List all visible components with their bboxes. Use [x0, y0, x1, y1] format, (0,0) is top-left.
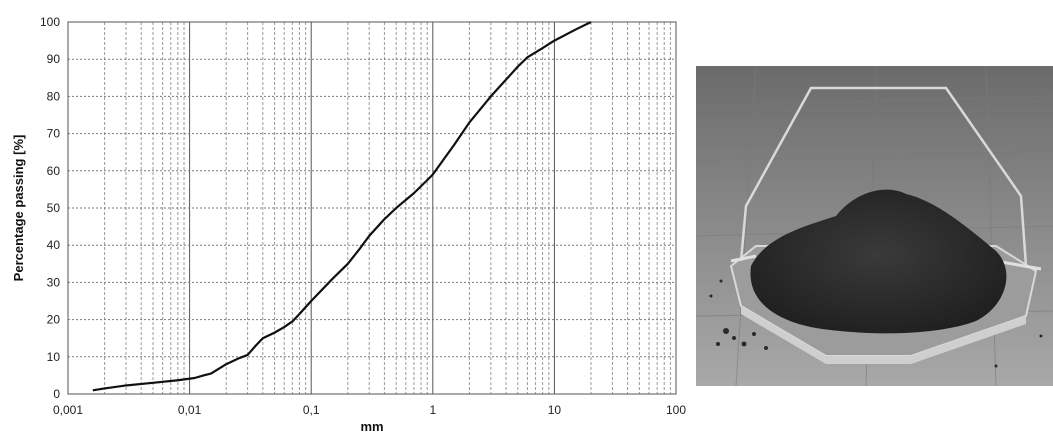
particle-size-chart: 0 10 20 30 40 50 60 70 80 90 100 0,001 0,01 0,1 1 10 100… — [11, 15, 686, 434]
x-axis-label: mm — [360, 419, 383, 434]
x-tick-label: 10 — [548, 403, 562, 417]
y-tick-label: 50 — [47, 201, 61, 215]
x-tick-label: 0,001 — [53, 403, 83, 417]
grading-curve-line — [92, 21, 592, 392]
tick-labels: 0 10 20 30 40 50 60 70 80 90 100 0,001 0,01 0,1 1 10 100 — [40, 15, 686, 417]
y-tick-label: 90 — [47, 52, 61, 66]
y-axis-label: Percentage passing [%] — [11, 135, 26, 282]
y-tick-label: 60 — [47, 164, 61, 178]
soil-sample-photo — [695, 65, 1053, 387]
x-tick-label: 0,1 — [303, 403, 320, 417]
x-tick-label: 1 — [429, 403, 436, 417]
y-tick-label: 100 — [40, 15, 60, 29]
y-tick-label: 10 — [47, 350, 61, 364]
y-tick-label: 20 — [47, 313, 61, 327]
plot-area-frame — [67, 21, 677, 395]
chart-grid — [67, 21, 677, 395]
x-tick-label: 100 — [666, 403, 686, 417]
x-tick-label: 0,01 — [178, 403, 202, 417]
y-tick-label: 40 — [47, 238, 61, 252]
y-tick-label: 30 — [47, 275, 61, 289]
y-tick-label: 0 — [53, 387, 60, 401]
y-tick-label: 70 — [47, 127, 61, 141]
y-tick-label: 80 — [47, 89, 61, 103]
soil-sample-photo-icon — [695, 65, 1053, 387]
